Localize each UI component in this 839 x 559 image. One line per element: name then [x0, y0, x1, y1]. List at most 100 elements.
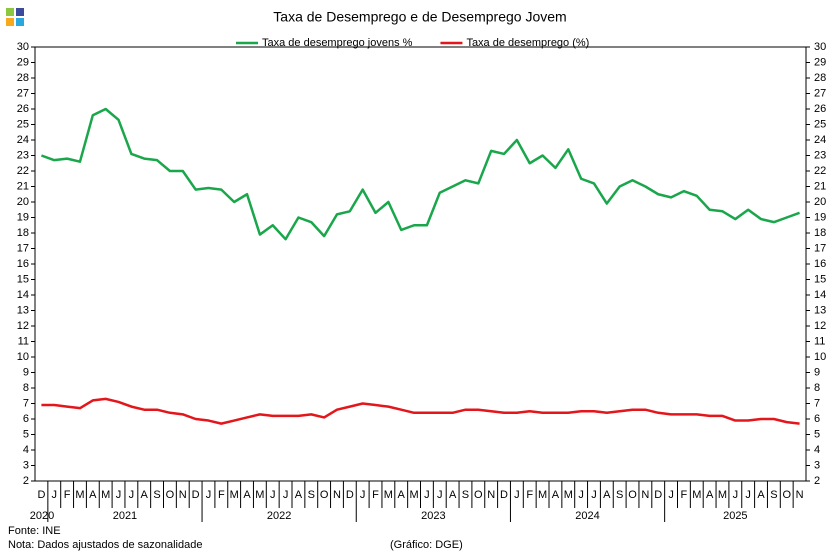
- chart-title: Taxa de Desemprego e de Desemprego Jovem: [273, 9, 566, 25]
- y2-tick-label: 8: [814, 382, 820, 394]
- x-tick-label: D: [654, 489, 662, 501]
- year-label: 2023: [421, 510, 445, 522]
- y2-tick-label: 18: [814, 227, 826, 239]
- y-tick-label: 27: [17, 87, 29, 99]
- x-tick-label: J: [360, 489, 366, 501]
- y2-tick-label: 25: [814, 118, 826, 130]
- y2-tick-label: 15: [814, 273, 826, 285]
- x-tick-label: J: [591, 489, 597, 501]
- x-tick-label: A: [603, 489, 611, 501]
- x-tick-label: J: [270, 489, 276, 501]
- y-tick-label: 11: [18, 335, 29, 347]
- y-tick-label: 13: [17, 304, 29, 316]
- y2-tick-label: 4: [814, 444, 820, 456]
- x-tick-label: O: [628, 489, 637, 501]
- x-tick-label: M: [75, 489, 84, 501]
- y2-tick-label: 13: [814, 304, 826, 316]
- y-tick-label: 14: [17, 289, 29, 301]
- x-tick-label: A: [243, 489, 251, 501]
- y2-tick-label: 9: [814, 366, 820, 378]
- x-tick-label: F: [372, 489, 379, 501]
- x-tick-label: J: [116, 489, 122, 501]
- legend-label: Taxa de desemprego (%): [466, 37, 589, 49]
- credit: (Gráfico: DGE): [390, 539, 463, 551]
- y2-tick-label: 5: [814, 428, 820, 440]
- x-tick-label: D: [346, 489, 354, 501]
- y2-tick-label: 10: [814, 351, 826, 363]
- y2-tick-label: 17: [814, 242, 826, 254]
- x-tick-label: F: [681, 489, 688, 501]
- x-tick-label: M: [101, 489, 110, 501]
- x-tick-label: M: [692, 489, 701, 501]
- x-tick-label: J: [52, 489, 58, 501]
- x-tick-label: M: [718, 489, 727, 501]
- y-tick-label: 25: [17, 118, 29, 130]
- x-tick-label: J: [745, 489, 751, 501]
- y-tick-label: 12: [17, 320, 29, 332]
- y-tick-label: 7: [23, 397, 29, 409]
- y-tick-label: 16: [17, 258, 29, 270]
- series-line: [41, 397, 800, 425]
- x-tick-label: S: [153, 489, 160, 501]
- x-tick-label: S: [770, 489, 777, 501]
- x-tick-label: M: [538, 489, 547, 501]
- x-tick-label: S: [616, 489, 623, 501]
- y2-tick-label: 2: [814, 475, 820, 487]
- x-tick-label: A: [552, 489, 560, 501]
- series-line: [40, 107, 800, 241]
- x-tick-label: M: [255, 489, 264, 501]
- x-tick-label: A: [449, 489, 457, 501]
- legend-label: Taxa de desemprego jovens %: [262, 37, 413, 49]
- x-tick-label: A: [757, 489, 765, 501]
- x-tick-label: A: [141, 489, 149, 501]
- year-label: 2025: [723, 510, 747, 522]
- y2-tick-label: 26: [814, 103, 826, 115]
- source: Fonte: INE: [8, 525, 61, 537]
- x-tick-label: O: [474, 489, 483, 501]
- x-tick-label: F: [218, 489, 225, 501]
- y-tick-label: 4: [23, 444, 29, 456]
- y2-tick-label: 11: [814, 335, 825, 347]
- y2-tick-label: 14: [814, 289, 826, 301]
- x-tick-label: J: [514, 489, 520, 501]
- x-tick-label: D: [37, 489, 45, 501]
- y-tick-label: 18: [17, 227, 29, 239]
- x-tick-label: M: [384, 489, 393, 501]
- year-label: 2021: [113, 510, 137, 522]
- y2-tick-label: 12: [814, 320, 826, 332]
- note: Nota: Dados ajustados de sazonalidade: [8, 539, 202, 551]
- y2-tick-label: 24: [814, 134, 826, 146]
- y-tick-label: 19: [17, 211, 29, 223]
- x-tick-label: S: [462, 489, 469, 501]
- x-tick-label: J: [437, 489, 443, 501]
- year-label: 2020: [30, 510, 54, 522]
- y-tick-label: 23: [17, 149, 29, 161]
- logo: [6, 8, 24, 26]
- y2-tick-label: 27: [814, 87, 826, 99]
- y2-tick-label: 7: [814, 397, 820, 409]
- x-tick-label: A: [89, 489, 97, 501]
- x-tick-label: J: [733, 489, 739, 501]
- x-tick-label: N: [487, 489, 495, 501]
- x-tick-label: A: [706, 489, 714, 501]
- x-tick-label: N: [333, 489, 341, 501]
- x-tick-label: F: [526, 489, 533, 501]
- y-tick-label: 17: [17, 242, 29, 254]
- y2-tick-label: 16: [814, 258, 826, 270]
- x-tick-label: S: [308, 489, 315, 501]
- y-tick-label: 8: [23, 382, 29, 394]
- y-tick-label: 30: [17, 41, 29, 53]
- x-tick-label: O: [166, 489, 175, 501]
- x-tick-label: M: [230, 489, 239, 501]
- x-tick-label: D: [192, 489, 200, 501]
- x-tick-label: J: [129, 489, 135, 501]
- year-label: 2024: [575, 510, 599, 522]
- x-tick-label: F: [64, 489, 71, 501]
- y-tick-label: 6: [23, 413, 29, 425]
- y-tick-label: 22: [17, 165, 29, 177]
- x-tick-label: O: [320, 489, 329, 501]
- x-tick-label: N: [796, 489, 804, 501]
- y2-tick-label: 6: [814, 413, 820, 425]
- y-tick-label: 28: [17, 72, 29, 84]
